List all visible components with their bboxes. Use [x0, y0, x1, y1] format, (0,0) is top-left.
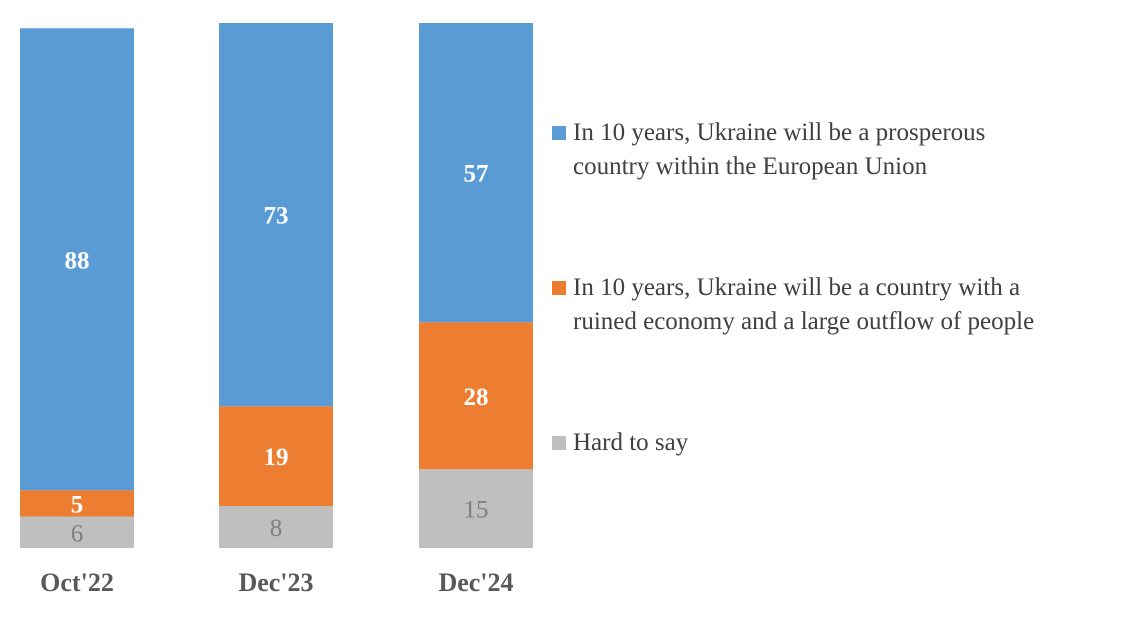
- legend-item-hard-to-say: Hard to say: [552, 426, 1132, 460]
- bar-segment-dec-23-s2: [219, 23, 333, 407]
- x-tick-label-dec-24: Dec'24: [438, 568, 513, 597]
- bar-segment-oct-22-s2: [20, 28, 134, 491]
- bar-segment-dec-23-s0: [219, 506, 333, 548]
- data-label-dec-23-s0: 8: [270, 515, 283, 542]
- legend-label-line: country within the European Union: [573, 153, 928, 180]
- data-label-oct-22-s0: 6: [71, 520, 84, 547]
- legend-swatch-blue: [552, 126, 566, 140]
- legend-label-ruined-economy: In 10 years, Ukraine will be a country w…: [552, 271, 1132, 339]
- data-label-oct-22-s2: 88: [65, 247, 90, 274]
- data-label-dec-24-s0: 15: [464, 497, 489, 524]
- bar-segment-dec-24-s2: [419, 23, 533, 323]
- data-label-dec-23-s1: 19: [264, 444, 289, 471]
- legend-label-line: Hard to say: [573, 429, 689, 456]
- bar-segment-dec-24-s1: [419, 322, 533, 470]
- legend-item-ruined-economy: In 10 years, Ukraine will be a country w…: [552, 271, 1132, 339]
- bar-segment-oct-22-s0: [20, 516, 134, 548]
- data-label-oct-22-s1: 5: [71, 491, 84, 518]
- legend-swatch-orange: [552, 281, 566, 295]
- bar-segment-dec-24-s0: [419, 469, 533, 548]
- legend-label-prosperous-eu: In 10 years, Ukraine will be a prosperou…: [552, 116, 1132, 184]
- bar-segment-dec-23-s1: [219, 406, 333, 506]
- data-label-dec-24-s1: 28: [464, 384, 489, 411]
- legend-swatch-gray: [552, 436, 566, 450]
- legend-label-line: ruined economy and a large outflow of pe…: [573, 308, 1035, 335]
- legend-label-hard-to-say: Hard to say: [552, 426, 1132, 460]
- legend-label-line: In 10 years, Ukraine will be a prosperou…: [573, 119, 986, 146]
- legend-item-prosperous-eu: In 10 years, Ukraine will be a prosperou…: [552, 116, 1132, 184]
- data-label-dec-24-s2: 57: [464, 161, 489, 188]
- legend-label-line: In 10 years, Ukraine will be a country w…: [573, 274, 1021, 301]
- bar-segment-oct-22-s1: [20, 490, 134, 517]
- data-label-dec-23-s2: 73: [264, 203, 289, 230]
- x-tick-label-oct-22: Oct'22: [40, 568, 114, 597]
- x-tick-label-dec-23: Dec'23: [238, 568, 313, 597]
